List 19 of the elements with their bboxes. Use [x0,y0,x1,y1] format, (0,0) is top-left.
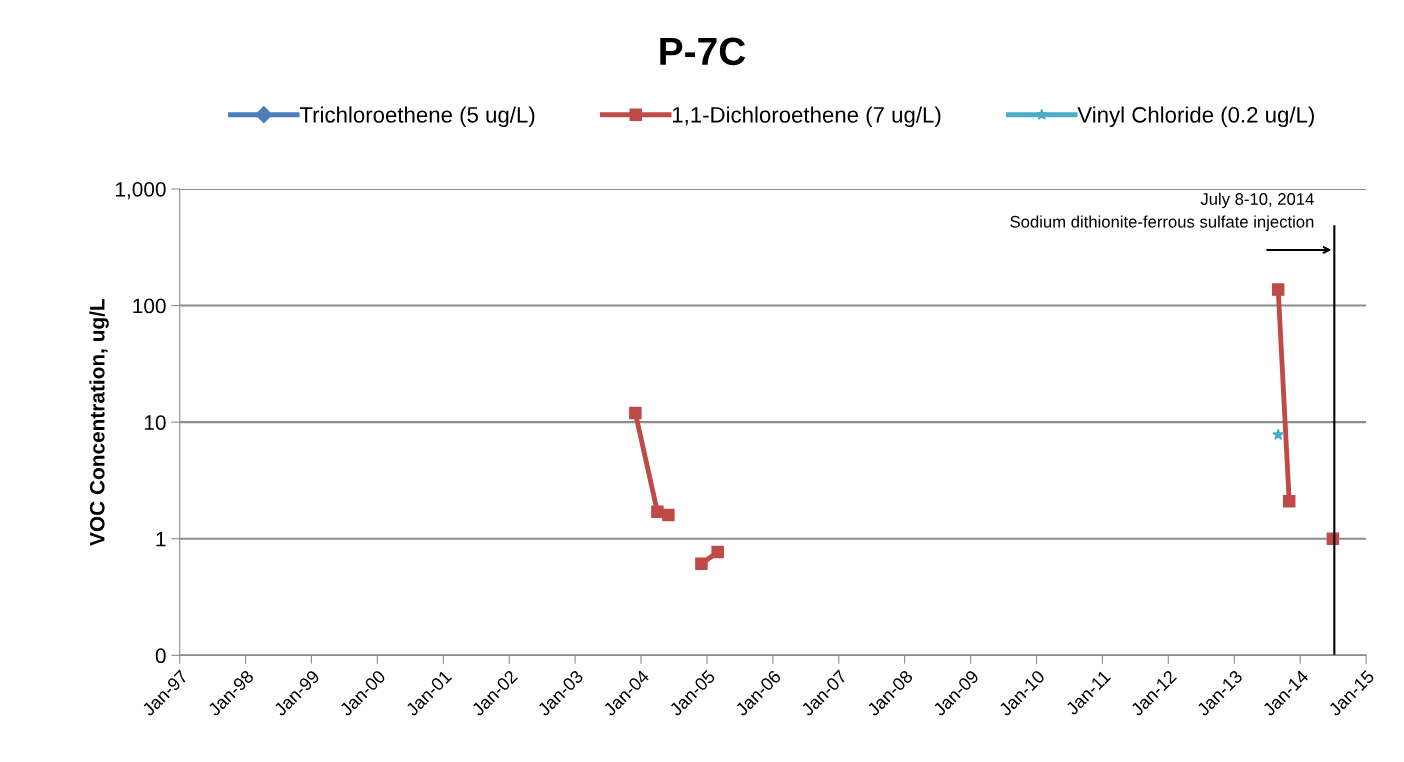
point [711,545,724,559]
y-tick-label: 100 [133,298,166,314]
legend-label: Vinyl Chloride (0.2 ug/L) [1077,106,1314,128]
y-tick-label: 10 [144,415,166,430]
point [1272,428,1285,440]
y-tick-label: 1,000 [115,181,166,200]
y-tick-label: 0 [155,648,166,664]
point [629,406,642,420]
chart-title: P-7C [660,37,746,66]
point [1282,494,1296,508]
ref-line-label: July 8-10, 2014 Sodium dithionite-ferrous sulfate injection [1010,192,1314,231]
y-axis-title: VOC Concentration, ug/L [89,298,109,546]
legend-label: 1,1-Dichloroethene (7 ug/L) [672,106,941,128]
y-tick-label: 1 [156,531,166,547]
point [651,505,664,519]
point [695,557,708,571]
point [1271,283,1285,296]
legend-label: Trichloroethene (5 ug/L) [299,106,535,128]
point [662,508,675,522]
